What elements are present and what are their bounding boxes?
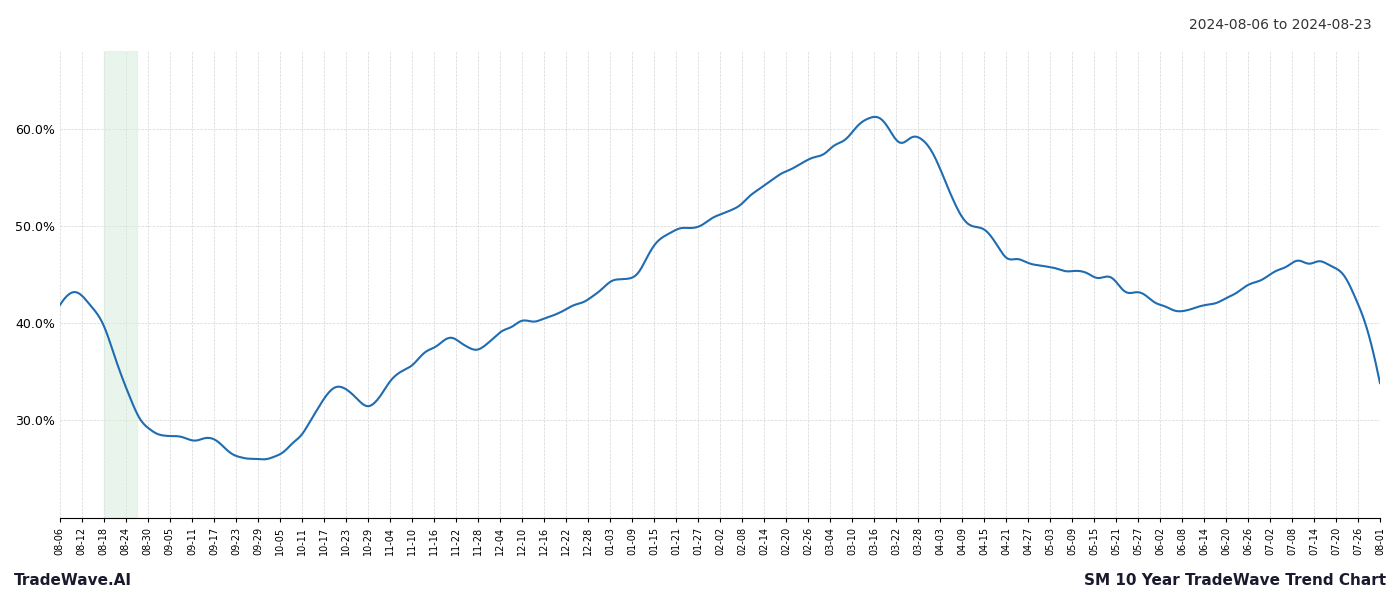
Text: SM 10 Year TradeWave Trend Chart: SM 10 Year TradeWave Trend Chart — [1084, 573, 1386, 588]
Text: TradeWave.AI: TradeWave.AI — [14, 573, 132, 588]
Text: 2024-08-06 to 2024-08-23: 2024-08-06 to 2024-08-23 — [1190, 18, 1372, 32]
Bar — [104, 51, 137, 518]
